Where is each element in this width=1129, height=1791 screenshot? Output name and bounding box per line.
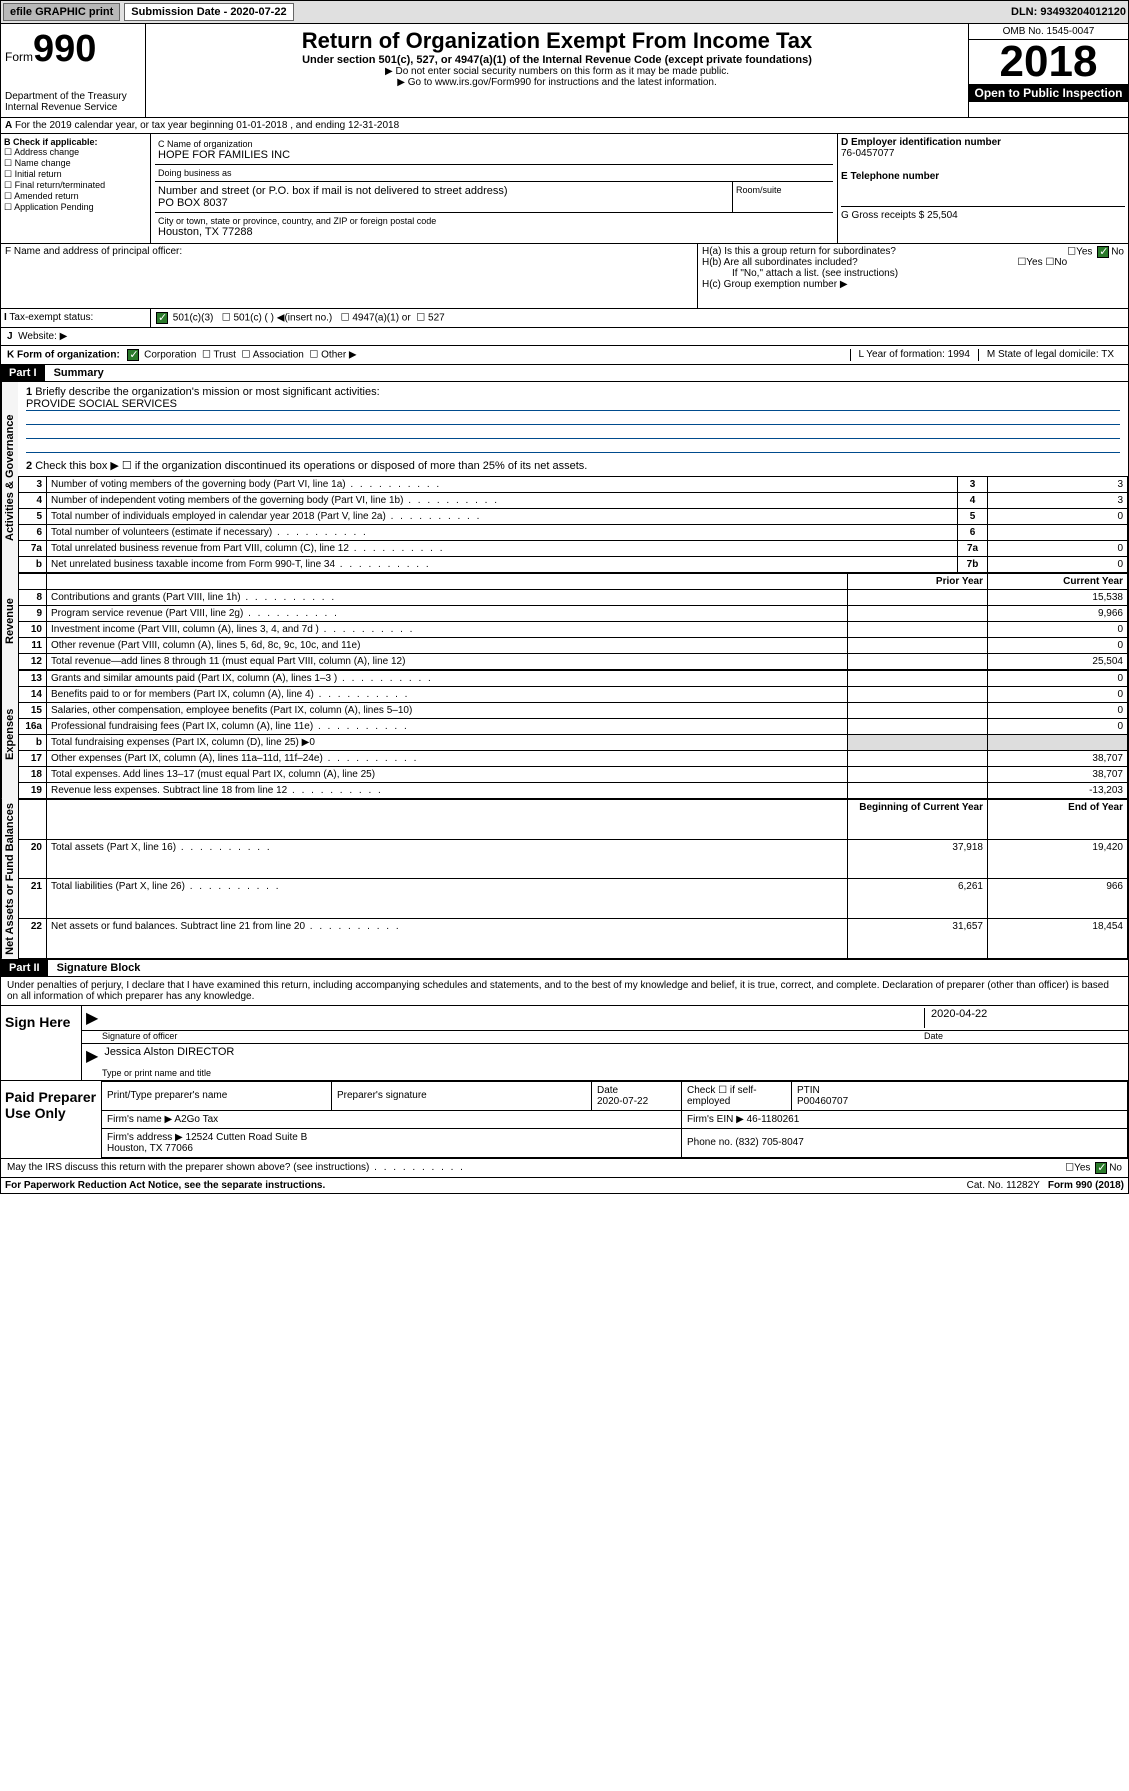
topbar: efile GRAPHIC print Submission Date - 20… — [0, 0, 1129, 24]
501c3-checkbox[interactable] — [156, 312, 168, 324]
form-number: Form990 — [5, 28, 141, 71]
revenue-table: Prior YearCurrent Year 8Contributions an… — [18, 573, 1128, 670]
mission-text: PROVIDE SOCIAL SERVICES — [26, 398, 1120, 411]
h-c: H(c) Group exemption number ▶ — [702, 279, 1124, 290]
firm-ein: 46-1180261 — [747, 1114, 800, 1125]
box-d-ein: D Employer identification number 76-0457… — [838, 134, 1128, 243]
part1-title: Summary — [48, 365, 110, 381]
address-change-checkbox[interactable]: ☐ Address change — [4, 147, 147, 158]
org-name: HOPE FOR FAMILIES INC — [158, 149, 830, 161]
officer-name: Jessica Alston DIRECTOR — [104, 1046, 234, 1066]
org-address: PO BOX 8037 — [158, 197, 729, 209]
paid-preparer-block: Paid Preparer Use Only Print/Type prepar… — [0, 1081, 1129, 1159]
identity-block: B Check if applicable: ☐ Address change … — [0, 134, 1129, 244]
perjury-declaration: Under penalties of perjury, I declare th… — [1, 977, 1128, 1005]
form-footer: For Paperwork Reduction Act Notice, see … — [0, 1178, 1129, 1194]
final-return-checkbox[interactable]: ☐ Final return/terminated — [4, 180, 147, 191]
activities-governance-label: Activities & Governance — [1, 382, 18, 573]
open-inspection: Open to Public Inspection — [969, 84, 1128, 102]
amended-return-checkbox[interactable]: ☐ Amended return — [4, 191, 147, 202]
year-formation: L Year of formation: 1994 — [850, 349, 978, 361]
ein: 76-0457077 — [841, 148, 1125, 159]
ssn-note: ▶ Do not enter social security numbers o… — [150, 66, 964, 77]
net-assets-table: Beginning of Current YearEnd of Year 20T… — [18, 799, 1128, 959]
state-domicile: M State of legal domicile: TX — [978, 349, 1122, 361]
h-a: H(a) Is this a group return for subordin… — [702, 246, 1124, 257]
gross-receipts: G Gross receipts $ 25,504 — [841, 206, 1125, 221]
sign-date: 2020-04-22 — [924, 1008, 1124, 1028]
governance-table: 3Number of voting members of the governi… — [18, 476, 1128, 573]
initial-return-checkbox[interactable]: ☐ Initial return — [4, 169, 147, 180]
h-b: H(b) Are all subordinates included? ☐Yes… — [702, 257, 1124, 268]
box-c-org-info: C Name of organization HOPE FOR FAMILIES… — [151, 134, 838, 243]
net-assets-label: Net Assets or Fund Balances — [1, 799, 18, 959]
department: Department of the Treasury Internal Reve… — [5, 91, 141, 113]
efile-button[interactable]: efile GRAPHIC print — [3, 3, 120, 21]
expenses-table: 13Grants and similar amounts paid (Part … — [18, 670, 1128, 799]
officer-group-block: F Name and address of principal officer:… — [0, 244, 1129, 309]
box-b-checkboxes: B Check if applicable: ☐ Address change … — [1, 134, 151, 243]
signature-block: Sign Here ▶ 2020-04-22 Signature of offi… — [0, 1006, 1129, 1081]
name-change-checkbox[interactable]: ☐ Name change — [4, 158, 147, 169]
box-f-officer: F Name and address of principal officer: — [5, 246, 693, 306]
revenue-label: Revenue — [1, 573, 18, 670]
firm-phone: (832) 705-8047 — [735, 1137, 803, 1148]
submission-date: Submission Date - 2020-07-22 — [124, 3, 293, 21]
form-header: Form990 Department of the Treasury Inter… — [0, 24, 1129, 118]
part1-header: Part I — [1, 365, 45, 381]
irs-link-note: ▶ Go to www.irs.gov/Form990 for instruct… — [150, 77, 964, 88]
corporation-checkbox[interactable] — [127, 349, 139, 361]
expenses-label: Expenses — [1, 670, 18, 799]
dln: DLN: 93493204012120 — [1011, 6, 1126, 18]
application-pending-checkbox[interactable]: ☐ Application Pending — [4, 202, 147, 213]
form-title: Return of Organization Exempt From Incom… — [150, 28, 964, 54]
form-org-row: K Form of organization: Corporation ☐ Tr… — [0, 346, 1129, 365]
firm-name: A2Go Tax — [174, 1114, 218, 1125]
tax-year: 2018 — [969, 40, 1128, 84]
ptin: P00460707 — [797, 1096, 848, 1107]
part2-title: Signature Block — [51, 960, 147, 976]
org-city: Houston, TX 77288 — [158, 226, 830, 238]
tax-status-row: I Tax-exempt status: 501(c)(3) ☐ 501(c) … — [0, 309, 1129, 328]
part2-header: Part II — [1, 960, 48, 976]
section-a-tax-year: A For the 2019 calendar year, or tax yea… — [0, 118, 1129, 134]
website-row: J Website: ▶ — [0, 328, 1129, 346]
discuss-row: May the IRS discuss this return with the… — [0, 1159, 1129, 1178]
form-subtitle: Under section 501(c), 527, or 4947(a)(1)… — [150, 54, 964, 66]
